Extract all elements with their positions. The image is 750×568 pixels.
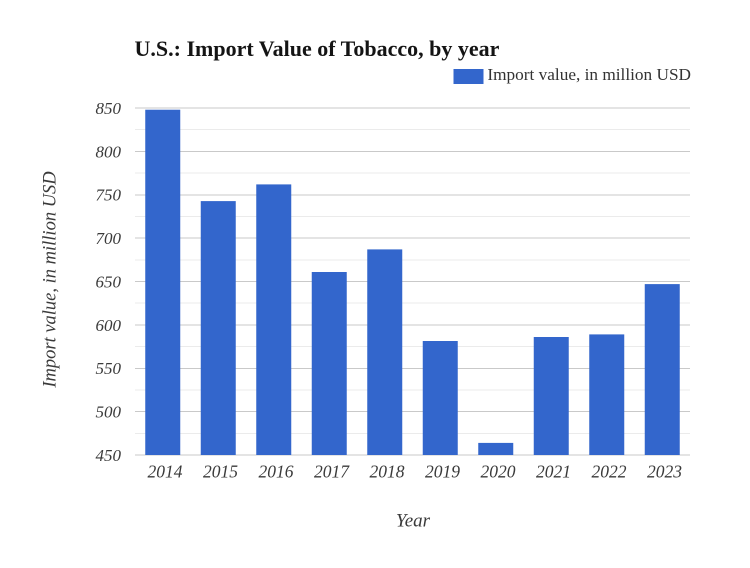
svg-text:500: 500 [96, 403, 122, 422]
svg-text:Year: Year [396, 511, 431, 532]
svg-text:650: 650 [96, 272, 122, 291]
svg-text:700: 700 [96, 229, 122, 248]
svg-text:2014: 2014 [147, 462, 182, 482]
svg-text:2016: 2016 [258, 462, 293, 482]
svg-text:2018: 2018 [369, 462, 404, 482]
svg-text:U.S.: Import Value of Tobacco,: U.S.: Import Value of Tobacco, by year [135, 36, 500, 61]
svg-text:2022: 2022 [591, 462, 626, 482]
svg-text:2019: 2019 [425, 462, 460, 482]
svg-text:2015: 2015 [203, 462, 238, 482]
svg-text:550: 550 [96, 359, 122, 378]
svg-text:850: 850 [96, 99, 122, 118]
svg-text:2020: 2020 [480, 462, 515, 482]
svg-text:450: 450 [96, 446, 122, 465]
svg-text:2021: 2021 [536, 462, 571, 482]
svg-text:800: 800 [96, 142, 122, 161]
svg-text:600: 600 [96, 316, 122, 335]
svg-text:Import value, in million USD: Import value, in million USD [41, 171, 61, 389]
svg-text:2023: 2023 [647, 462, 682, 482]
svg-text:750: 750 [96, 186, 122, 205]
svg-text:Import value, in million USD: Import value, in million USD [487, 65, 691, 84]
svg-text:2017: 2017 [314, 462, 350, 482]
